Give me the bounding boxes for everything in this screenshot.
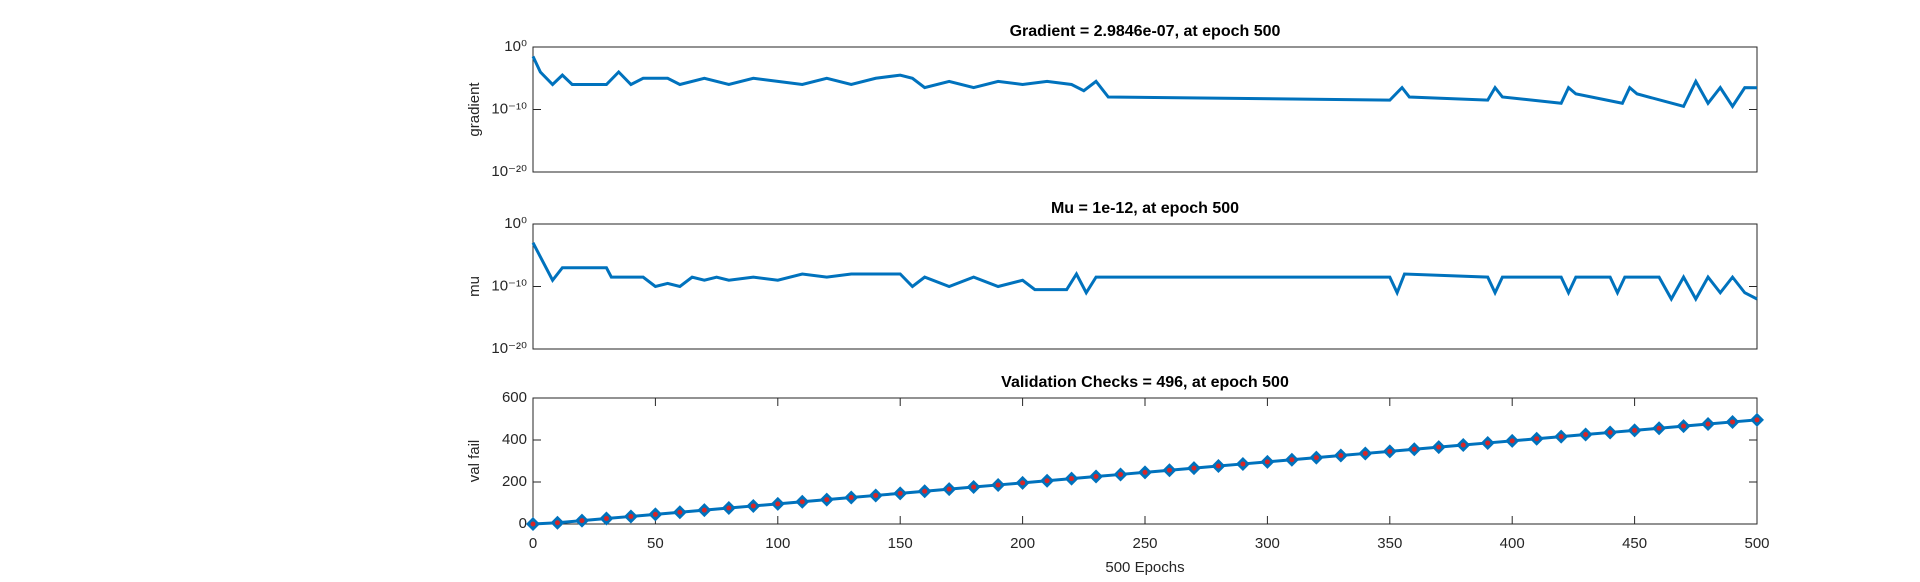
y-tick-label: 10⁰ xyxy=(504,215,527,232)
marker-dot xyxy=(1362,450,1368,456)
marker-dot xyxy=(1264,459,1270,465)
x-axis-label: 500 Epochs xyxy=(1105,559,1184,576)
x-tick-label: 250 xyxy=(1132,535,1157,552)
y-tick-label: 400 xyxy=(502,431,527,448)
x-tick-label: 300 xyxy=(1255,535,1280,552)
marker-dot xyxy=(1020,480,1026,486)
marker-dot xyxy=(1632,427,1638,433)
y-tick-label: 10⁻²⁰ xyxy=(491,340,527,357)
marker-dot xyxy=(1583,432,1589,438)
x-tick-label: 100 xyxy=(765,535,790,552)
marker-dot xyxy=(775,501,781,507)
x-tick-label: 450 xyxy=(1622,535,1647,552)
marker-dot xyxy=(1069,476,1075,482)
y-tick-label: 200 xyxy=(502,473,527,490)
y-axis-label: mu xyxy=(466,276,483,297)
y-tick-label: 10⁻¹⁰ xyxy=(491,277,527,294)
marker-dot xyxy=(1093,474,1099,480)
y-tick-label: 10⁰ xyxy=(504,38,527,55)
y-tick-label: 10⁻²⁰ xyxy=(491,163,527,180)
marker-dot xyxy=(1460,442,1466,448)
marker-dot xyxy=(677,509,683,515)
x-tick-label: 200 xyxy=(1010,535,1035,552)
marker-dot xyxy=(1338,453,1344,459)
x-tick-label: 0 xyxy=(529,535,537,552)
marker-dot xyxy=(1166,467,1172,473)
marker-dot xyxy=(1607,429,1613,435)
y-tick-label: 10⁻¹⁰ xyxy=(491,100,527,117)
chart-title: Gradient = 2.9846e-07, at epoch 500 xyxy=(1010,23,1281,40)
series-line xyxy=(531,55,1758,110)
marker-dot xyxy=(1118,471,1124,477)
marker-dot xyxy=(1681,423,1687,429)
y-tick-label: 600 xyxy=(502,389,527,406)
marker-dot xyxy=(701,507,707,513)
y-tick-label: 0 xyxy=(519,515,527,532)
marker-dot xyxy=(1509,438,1515,444)
marker-dot xyxy=(848,495,854,501)
marker-dot xyxy=(1215,463,1221,469)
marker-dot xyxy=(1656,425,1662,431)
marker-dot xyxy=(1142,469,1148,475)
x-tick-label: 350 xyxy=(1377,535,1402,552)
marker-dot xyxy=(873,492,879,498)
marker-dot xyxy=(897,490,903,496)
marker-dot xyxy=(995,482,1001,488)
marker-dot xyxy=(971,484,977,490)
axes-box xyxy=(532,397,1758,525)
marker-dot xyxy=(1387,448,1393,454)
marker-dot xyxy=(1313,455,1319,461)
axes-box xyxy=(532,46,1758,173)
chart-title: Validation Checks = 496, at epoch 500 xyxy=(1001,374,1289,391)
axes-box xyxy=(532,223,1758,350)
marker-dot xyxy=(652,511,658,517)
marker-dot xyxy=(1754,417,1760,423)
x-tick-label: 50 xyxy=(647,535,664,552)
series-line xyxy=(531,242,1758,303)
chart-title: Mu = 1e-12, at epoch 500 xyxy=(1051,200,1239,217)
marker-dot xyxy=(1289,457,1295,463)
marker-dot xyxy=(530,521,536,527)
marker-dot xyxy=(750,503,756,509)
marker-dot xyxy=(1436,444,1442,450)
marker-dot xyxy=(554,520,560,526)
marker-dot xyxy=(1705,421,1711,427)
marker-dot xyxy=(1240,461,1246,467)
marker-dot xyxy=(946,486,952,492)
marker-dot xyxy=(824,497,830,503)
marker-dot xyxy=(1534,436,1540,442)
y-axis-label: gradient xyxy=(466,82,483,137)
marker-dot xyxy=(922,488,928,494)
y-axis-label: val fail xyxy=(466,440,483,483)
marker-dot xyxy=(603,516,609,522)
marker-dot xyxy=(1558,434,1564,440)
marker-dot xyxy=(1191,465,1197,471)
marker-dot xyxy=(1485,440,1491,446)
marker-dot xyxy=(726,505,732,511)
marker-dot xyxy=(579,518,585,524)
x-tick-label: 150 xyxy=(888,535,913,552)
marker-dot xyxy=(799,499,805,505)
x-tick-label: 500 xyxy=(1744,535,1769,552)
marker-dot xyxy=(1044,478,1050,484)
marker-dot xyxy=(1730,419,1736,425)
marker-dot xyxy=(628,513,634,519)
marker-dot xyxy=(1411,446,1417,452)
x-tick-label: 400 xyxy=(1500,535,1525,552)
